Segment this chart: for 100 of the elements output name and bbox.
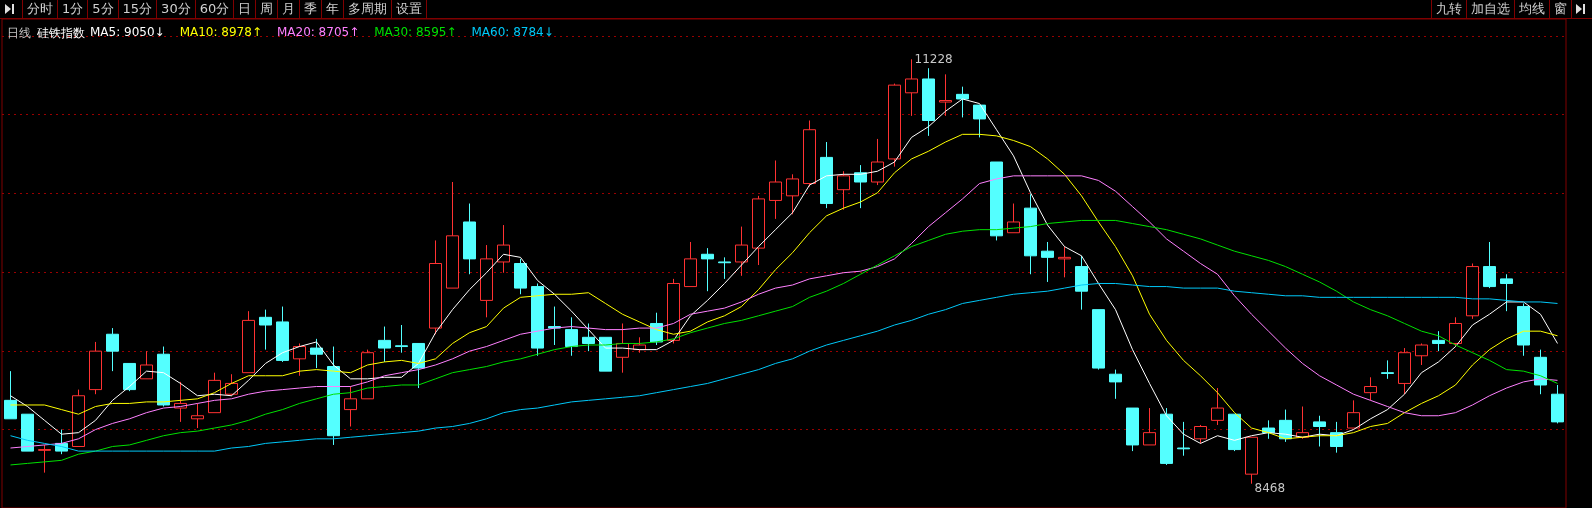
text: 日线	[7, 26, 31, 40]
candlestick	[1126, 407, 1139, 452]
candlestick	[191, 402, 204, 429]
candlestick	[446, 181, 459, 289]
candlestick	[276, 306, 289, 363]
candlestick	[1381, 359, 1394, 380]
text: 日	[234, 0, 257, 18]
candlestick	[1534, 349, 1547, 395]
candlestick	[140, 350, 153, 380]
candlestick	[1483, 241, 1496, 289]
text: MA20: 8705↑	[276, 25, 360, 39]
candlestick	[871, 138, 884, 186]
candlestick	[820, 141, 833, 209]
candlestick	[1075, 255, 1088, 311]
candlestick	[21, 413, 34, 452]
candlestick	[259, 309, 272, 351]
candlestick	[1160, 407, 1173, 466]
candlestick	[565, 316, 578, 357]
candlestick	[1177, 421, 1190, 457]
text: 5分	[88, 0, 119, 18]
candlestick	[735, 226, 748, 277]
candlestick	[106, 327, 119, 372]
candlestick	[1109, 369, 1122, 400]
candlestick	[123, 362, 136, 392]
candlestick	[378, 326, 391, 363]
candlestick	[293, 342, 306, 377]
candlestick	[1364, 376, 1377, 401]
candlestick	[548, 306, 561, 346]
annotation: 11228	[914, 52, 953, 67]
candlestick	[72, 389, 85, 447]
text: 硅铁指数	[36, 26, 85, 40]
candlestick	[1092, 309, 1105, 371]
candlestick	[667, 278, 680, 344]
candlestick	[905, 58, 918, 117]
text: 1分	[58, 0, 89, 18]
candlestick	[1313, 415, 1326, 447]
candlestick	[531, 282, 544, 357]
candlestick	[38, 444, 51, 474]
text: 季	[300, 0, 323, 18]
candlestick	[1211, 387, 1224, 426]
candlestick	[1024, 193, 1037, 275]
text: 周	[256, 0, 279, 18]
candlestick	[956, 86, 969, 118]
text: 30分	[157, 0, 196, 18]
text: 多周期	[344, 0, 393, 18]
candlestick	[1330, 421, 1343, 454]
candlestick	[1415, 342, 1428, 366]
text: 加自选	[1467, 0, 1515, 18]
candlestick	[1466, 263, 1479, 320]
candlestick	[1143, 407, 1156, 446]
text: 月	[278, 0, 301, 18]
candlestick	[480, 244, 493, 318]
candlestick	[514, 258, 527, 295]
candlestick	[497, 224, 510, 274]
candlestick	[1245, 436, 1258, 485]
candlestick	[990, 161, 1003, 241]
candlestick	[922, 67, 935, 137]
candlestick	[89, 341, 102, 395]
text: MA5: 9050↓	[90, 25, 165, 39]
candlestick	[1041, 241, 1054, 283]
text: MA10: 8978↑	[179, 25, 262, 39]
candlestick	[344, 386, 357, 427]
candlestick	[718, 256, 731, 280]
candlestick	[684, 241, 697, 288]
candlestick	[973, 104, 986, 138]
candlestick	[939, 73, 952, 117]
text: 窗	[1550, 0, 1572, 18]
candlestick	[429, 239, 442, 335]
candlestick	[1228, 413, 1241, 452]
candlestick	[837, 170, 850, 211]
text: 年	[322, 0, 345, 18]
annotation: 8468	[1254, 480, 1286, 495]
candlestick	[1432, 330, 1445, 352]
candlestick	[888, 83, 901, 168]
candlestick	[1398, 347, 1411, 395]
candlestick	[395, 324, 408, 354]
text: MA60: 8784↓	[471, 25, 554, 39]
text: 九转	[1432, 0, 1467, 18]
text: MA30: 8595↑	[374, 25, 457, 39]
candlestick	[582, 322, 595, 352]
text: 60分	[195, 0, 235, 18]
text: 设置	[392, 0, 428, 18]
candlestick	[463, 203, 476, 275]
candlestick	[1194, 424, 1207, 444]
candlestick	[310, 338, 323, 369]
candlestick	[157, 346, 170, 408]
candlestick	[701, 247, 714, 292]
candlestick	[599, 336, 612, 372]
candlestick	[769, 159, 782, 220]
candlestick	[752, 195, 765, 266]
candlestick	[327, 346, 340, 446]
candlestick	[803, 119, 816, 188]
candlestick	[1551, 384, 1564, 424]
candlestick	[854, 164, 867, 209]
candlestick	[1517, 302, 1530, 357]
text: 均线	[1515, 0, 1550, 18]
candlestick	[1500, 273, 1513, 312]
candlestick	[1058, 246, 1071, 278]
text: 15分	[118, 0, 158, 18]
text: 分时	[23, 0, 58, 18]
